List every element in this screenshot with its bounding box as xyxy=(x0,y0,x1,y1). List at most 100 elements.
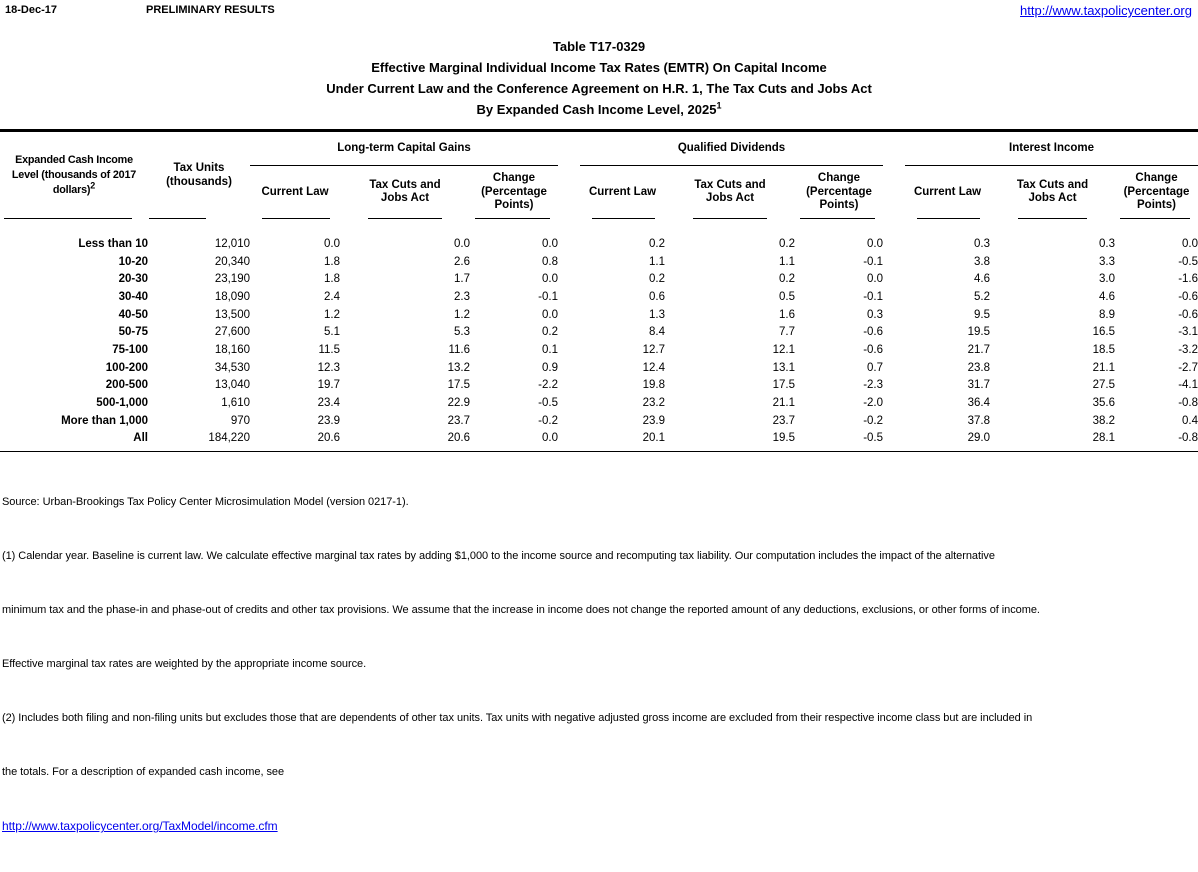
column-header-current-law-qd: Current Law xyxy=(580,165,665,219)
ii-tcja-cell: 8.9 xyxy=(1099,308,1116,321)
qd-change-cell: 0.0 xyxy=(867,273,884,286)
qd-change-cell: -0.1 xyxy=(863,255,884,268)
title-block: Table T17-0329 Effective Marginal Indivi… xyxy=(0,36,1198,120)
column-gap xyxy=(558,359,580,377)
table-row: 500-1,000 1,610 23.4 22.9 -0.5 23.2 21.1… xyxy=(0,394,1198,412)
income-level-label: More than 1,000 xyxy=(61,414,148,427)
footnote-source: Source: Urban-Brookings Tax Policy Cente… xyxy=(2,496,409,509)
qd-current-law-cell: 12.4 xyxy=(642,361,665,374)
ltcg-change-cell: 0.0 xyxy=(542,237,558,250)
qd-current-law-cell: 0.2 xyxy=(649,273,665,286)
qd-change-cell: -0.2 xyxy=(863,414,884,427)
table-top-rule xyxy=(0,129,1198,132)
qd-tcja-cell: 0.2 xyxy=(779,237,795,250)
ltcg-tcja-cell: 2.6 xyxy=(454,255,470,268)
ii-current-law-cell: 36.4 xyxy=(967,397,991,410)
qd-current-law-cell: 23.2 xyxy=(642,397,665,410)
ltcg-change-cell: 0.0 xyxy=(542,273,558,286)
ii-tcja-cell: 16.5 xyxy=(1092,326,1116,339)
column-gap xyxy=(883,341,905,359)
ii-change-cell: -1.6 xyxy=(1178,273,1198,286)
column-header-change-ltcg: Change (Percentage Points) xyxy=(470,165,558,219)
ii-change-cell: -3.2 xyxy=(1178,343,1198,356)
column-header-income-level: Expanded Cash Income Level (thousands of… xyxy=(0,132,148,219)
ltcg-tcja-cell: 22.9 xyxy=(447,397,470,410)
tax-units-cell: 12,010 xyxy=(214,237,250,250)
date-label: 18-Dec-17 xyxy=(5,4,57,16)
header-underline xyxy=(4,218,132,219)
ltcg-change-cell: -0.2 xyxy=(538,414,558,427)
column-header-change-ii: Change (Percentage Points) xyxy=(1115,165,1198,219)
ltcg-change-cell: -0.5 xyxy=(538,397,558,410)
table-number-title: Table T17-0329 xyxy=(552,39,646,54)
group-header-interest-income: Interest Income xyxy=(905,132,1198,166)
ltcg-change-cell: -2.2 xyxy=(538,379,558,392)
table-row: More than 1,000 970 23.9 23.7 -0.2 23.9 … xyxy=(0,412,1198,430)
table-row: 200-500 13,040 19.7 17.5 -2.2 19.8 17.5 … xyxy=(0,377,1198,395)
ii-tcja-cell: 35.6 xyxy=(1092,397,1116,410)
footnote-1-marker: 1 xyxy=(716,100,722,111)
ii-change-cell: -0.8 xyxy=(1178,432,1198,445)
ltcg-tcja-cell: 17.5 xyxy=(447,379,470,392)
ltcg-current-law-cell: 5.1 xyxy=(324,326,340,339)
column-header-current-law-ltcg: Current Law xyxy=(250,165,340,219)
income-level-label: 10-20 xyxy=(118,255,148,268)
ltcg-tcja-cell: 5.3 xyxy=(454,326,470,339)
qd-change-cell: -2.3 xyxy=(863,379,884,392)
table-subtitle-2: By Expanded Cash Income Level, 20251 xyxy=(0,99,1198,120)
tax-units-cell: 27,600 xyxy=(214,326,250,339)
ii-change-cell: 0.4 xyxy=(1182,414,1198,427)
ii-current-law-cell: 0.3 xyxy=(974,237,991,250)
ltcg-current-law-cell: 1.2 xyxy=(324,308,340,321)
table-row: 75-100 18,160 11.5 11.6 0.1 12.7 12.1 -0… xyxy=(0,341,1198,359)
ii-tcja-cell: 38.2 xyxy=(1092,414,1116,427)
ltcg-current-law-cell: 23.9 xyxy=(317,414,340,427)
qd-tcja-cell: 23.7 xyxy=(772,414,795,427)
qd-current-law-cell: 0.6 xyxy=(649,290,665,303)
column-header-tcja-qd: Tax Cuts and Jobs Act xyxy=(665,165,795,219)
header-underline xyxy=(1018,218,1088,219)
ii-change-cell: -2.7 xyxy=(1178,361,1198,374)
column-gap xyxy=(558,132,580,219)
group-header-qualified-dividends: Qualified Dividends xyxy=(580,132,884,166)
ii-tcja-cell: 18.5 xyxy=(1092,343,1116,356)
ii-tcja-cell: 28.1 xyxy=(1092,432,1116,445)
column-gap xyxy=(558,288,580,306)
qd-tcja-cell: 7.7 xyxy=(779,326,795,339)
ltcg-current-law-cell: 2.4 xyxy=(324,290,340,303)
column-gap xyxy=(883,288,905,306)
ii-tcja-cell: 0.3 xyxy=(1099,237,1116,250)
qd-change-cell: -0.6 xyxy=(863,326,884,339)
qd-change-cell: 0.0 xyxy=(867,237,884,250)
tax-units-cell: 1,610 xyxy=(221,397,250,410)
tax-units-cell: 23,190 xyxy=(214,273,250,286)
footnote-2-line-2: the totals. For a description of expande… xyxy=(2,766,285,779)
qd-tcja-cell: 1.1 xyxy=(779,255,795,268)
ltcg-change-cell: 0.8 xyxy=(542,255,558,268)
tax-units-cell: 20,340 xyxy=(214,255,250,268)
tax-units-cell: 34,530 xyxy=(214,361,250,374)
column-gap xyxy=(558,341,580,359)
ii-tcja-cell: 4.6 xyxy=(1099,290,1116,303)
income-cfm-link[interactable]: http://www.taxpolicycenter.org/TaxModel/… xyxy=(2,819,278,834)
column-header-tcja-ltcg: Tax Cuts and Jobs Act xyxy=(340,165,470,219)
ltcg-tcja-cell: 13.2 xyxy=(447,361,470,374)
tax-units-cell: 184,220 xyxy=(208,432,250,445)
qd-tcja-cell: 21.1 xyxy=(772,397,795,410)
column-gap xyxy=(558,412,580,430)
taxpolicycenter-link[interactable]: http://www.taxpolicycenter.org xyxy=(1020,3,1192,18)
ltcg-current-law-cell: 1.8 xyxy=(324,255,340,268)
page: 18-Dec-17 PRELIMINARY RESULTS http://www… xyxy=(0,3,1198,833)
header-underline xyxy=(917,218,981,219)
ltcg-tcja-cell: 11.6 xyxy=(448,343,470,356)
table-row: 30-40 18,090 2.4 2.3 -0.1 0.6 0.5 -0.1 5… xyxy=(0,288,1198,306)
footnote-2-line-1: (2) Includes both filing and non-filing … xyxy=(2,712,1033,725)
column-header-current-law-ii: Current Law xyxy=(905,165,990,219)
income-level-label: 40-50 xyxy=(118,308,148,321)
tax-units-cell: 18,160 xyxy=(214,343,250,356)
tax-units-cell: 13,500 xyxy=(214,308,250,321)
qd-current-law-cell: 8.4 xyxy=(649,326,665,339)
ltcg-tcja-cell: 0.0 xyxy=(454,237,470,250)
qd-tcja-cell: 0.2 xyxy=(779,273,795,286)
column-gap xyxy=(883,323,905,341)
